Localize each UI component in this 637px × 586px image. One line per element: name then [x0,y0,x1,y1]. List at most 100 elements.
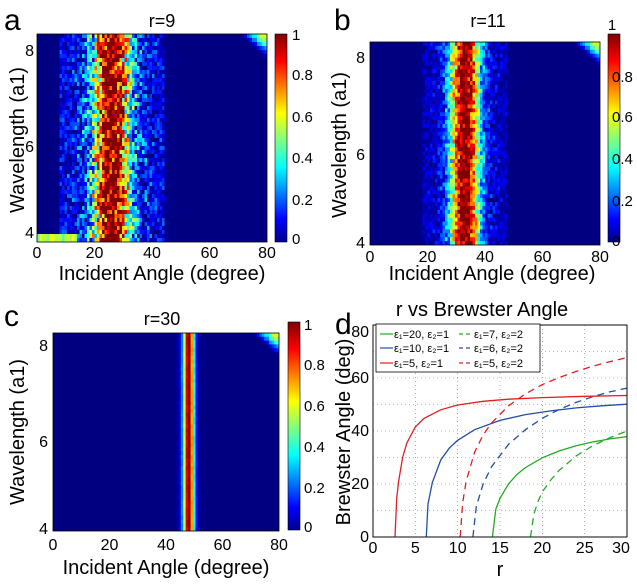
heatmap-cell [174,70,178,75]
heatmap-cell [229,162,233,167]
heatmap-cell [64,170,68,175]
heatmap-cell [219,234,223,239]
heatmap-cell [167,162,170,167]
heatmap-cell [249,46,253,51]
heatmap-cell [107,230,110,235]
heatmap-cell [179,98,183,103]
heatmap-cell [59,86,63,91]
heatmap-cell [49,74,53,79]
heatmap-cell [99,230,103,235]
heatmap-cell [57,194,60,199]
heatmap-cell [410,45,413,51]
x-tick-label: 40 [143,245,161,262]
heatmap-cell [119,174,123,179]
heatmap-cell [164,166,168,171]
heatmap-cell [147,174,150,179]
heatmap-cell [149,230,153,235]
heatmap-cell [154,182,158,187]
heatmap-cell [102,98,105,103]
heatmap-cell [177,114,180,119]
heatmap-cell [242,90,245,95]
heatmap-cell [187,58,190,63]
heatmap-cell [262,158,265,163]
heatmap-cell [139,194,143,199]
heatmap-cell [127,178,130,183]
heatmap-cell [157,74,160,79]
heatmap-cell [49,70,53,75]
heatmap-cell [257,106,260,111]
heatmap-cell [194,82,198,87]
heatmap-cell [224,126,228,131]
heatmap-cell [164,82,168,87]
heatmap-cell [54,54,58,59]
heatmap-cell [147,138,150,143]
heatmap-cell [49,198,53,203]
heatmap-cell [39,134,43,139]
heatmap-cell [237,162,240,167]
heatmap-cell [207,106,210,111]
heatmap-cell [182,226,185,231]
heatmap-cell [57,226,60,231]
heatmap-cell [229,166,233,171]
heatmap-cell [227,230,230,235]
heatmap-cell [207,154,210,159]
heatmap-cell [37,70,40,75]
heatmap-cell [204,74,208,79]
heatmap-cell [92,146,95,151]
heatmap-cell [139,146,143,151]
heatmap-cell [209,62,213,67]
heatmap-cell [204,142,208,147]
heatmap-cell [57,158,60,163]
heatmap-cell [154,42,158,47]
heatmap-cell [112,90,115,95]
heatmap-cell [192,182,195,187]
heatmap-cell [137,134,140,139]
heatmap-cell [104,66,108,71]
heatmap-cell [224,178,228,183]
heatmap-cell [252,158,255,163]
heatmap-cell [237,94,240,99]
heatmap-cell [177,234,180,239]
heatmap-cell [137,102,140,107]
heatmap-cell [79,70,83,75]
heatmap-cell [247,238,250,242]
heatmap-cell [47,134,50,139]
heatmap-cell [252,230,255,235]
heatmap-cell [207,234,210,239]
heatmap-cell [104,158,108,163]
heatmap-cell [99,66,103,71]
heatmap-cell [104,186,108,191]
heatmap-cell [62,162,65,167]
heatmap-cell [202,218,205,223]
heatmap-cell [264,186,267,191]
heatmap-cell [147,58,150,63]
heatmap-cell [134,102,138,107]
heatmap-cell [99,74,103,79]
heatmap-cell [119,102,123,107]
heatmap-cell [162,58,165,63]
heatmap-cell [42,230,45,235]
heatmap-cell [229,158,233,163]
heatmap-cell [252,194,255,199]
heatmap-cell [84,182,88,187]
heatmap-cell [199,186,203,191]
heatmap-cell [132,66,135,71]
heatmap-cell [62,182,65,187]
heatmap-cell [184,166,188,171]
heatmap-cell [257,234,260,239]
heatmap-cell [157,178,160,183]
heatmap-cell [257,58,260,63]
heatmap-cell [54,154,58,159]
heatmap-cell [134,78,138,83]
heatmap-cell [204,150,208,155]
heatmap-cell [197,46,200,51]
heatmap-cell [237,58,240,63]
heatmap-cell [204,126,208,131]
heatmap-cell [242,154,245,159]
heatmap-cell [197,50,200,55]
heatmap-cell [244,154,248,159]
heatmap-cell [259,86,263,91]
heatmap-cell [252,70,255,75]
heatmap-cell [157,138,160,143]
heatmap-cell [104,114,108,119]
